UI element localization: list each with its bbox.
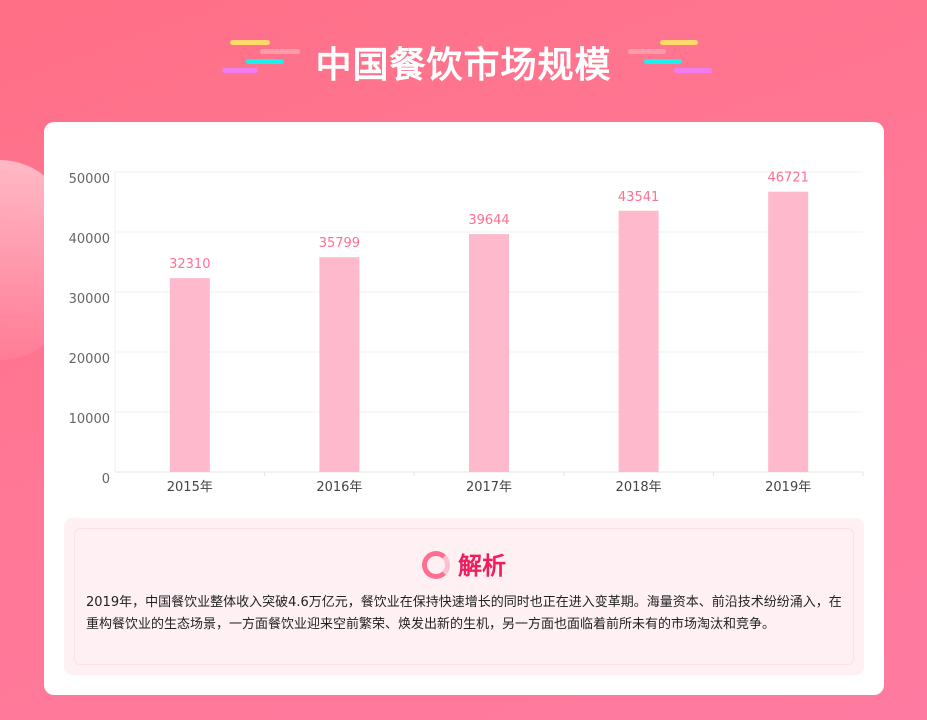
analysis-text: 2019年，中国餐饮业整体收入突破4.6万亿元，餐饮业在保持快速增长的同时也正在…	[86, 595, 842, 632]
bar	[618, 210, 659, 472]
data-label: 46721	[768, 171, 809, 186]
title-decoration-left	[198, 40, 308, 76]
x-tick-label: 2018年	[616, 480, 662, 495]
data-label: 32310	[169, 257, 210, 272]
x-tick-label: 2019年	[765, 480, 811, 495]
bar-chart: 0 10000 20000 30000 40000 50000 32310 2015年 3579…	[69, 171, 864, 495]
bar	[319, 257, 360, 472]
x-tick-label: 2016年	[316, 480, 362, 495]
analysis-heading: 解析	[64, 546, 864, 581]
target-icon	[422, 551, 450, 579]
analysis-panel: 解析 2019年，中国餐饮业整体收入突破4.6万亿元，餐饮业在保持快速增长的同时…	[64, 518, 864, 675]
data-label: 43541	[618, 190, 659, 205]
bar	[469, 234, 509, 472]
y-tick-label: 0	[102, 472, 110, 487]
data-label: 39644	[468, 213, 509, 228]
bar	[768, 191, 809, 472]
bar	[169, 278, 210, 472]
y-tick-label: 50000	[69, 172, 110, 187]
y-tick-label: 30000	[69, 292, 110, 307]
x-tick-label: 2017年	[466, 480, 512, 495]
title-decoration-right	[628, 40, 738, 76]
x-tick-label: 2015年	[167, 480, 213, 495]
page-title: 中国餐饮市场规模	[315, 45, 612, 86]
analysis-heading-text: 解析	[458, 551, 506, 580]
data-label: 35799	[319, 236, 360, 251]
y-tick-label: 40000	[69, 232, 110, 247]
y-tick-label: 20000	[69, 352, 110, 367]
y-tick-label: 10000	[69, 412, 110, 427]
